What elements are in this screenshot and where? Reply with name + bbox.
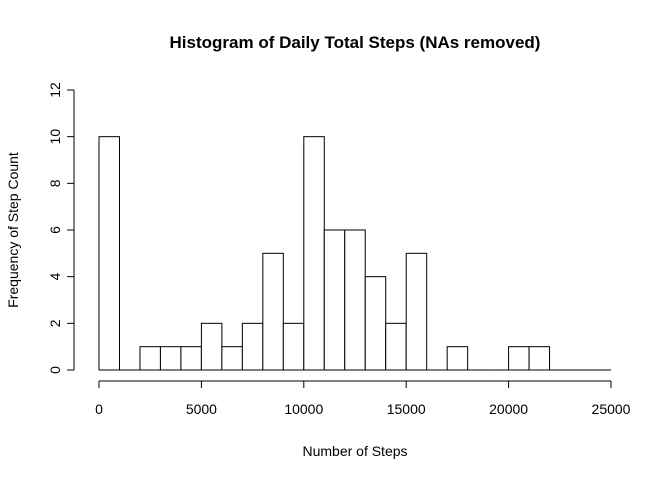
histogram-bar-0 — [98, 136, 120, 371]
x-tick-label-1: 5000 — [186, 401, 217, 417]
y-tick-label-3: 6 — [47, 226, 63, 234]
histogram-bar-4 — [180, 346, 202, 371]
bars-group — [98, 136, 611, 371]
histogram-bar-7 — [241, 322, 264, 371]
y-axis: 0 2 4 6 8 10 12 — [47, 82, 75, 374]
histogram-bar-8 — [262, 252, 284, 371]
x-axis: 0 5000 10000 15000 20000 25000 — [95, 380, 631, 417]
y-axis-label: Frequency of Step Count — [5, 152, 21, 308]
x-tick-label-4: 20000 — [489, 401, 528, 417]
histogram-bar-12 — [344, 229, 366, 371]
y-tick-label-6: 12 — [47, 82, 63, 98]
y-tick-label-4: 8 — [47, 179, 63, 187]
histogram-bar-15 — [405, 252, 428, 371]
histogram-bar-14 — [385, 322, 407, 371]
x-tick-label-0: 0 — [95, 401, 103, 417]
y-tick-label-0: 0 — [47, 366, 63, 374]
histogram-bar-2 — [139, 346, 161, 371]
y-tick-label-5: 10 — [47, 129, 63, 145]
histogram-bar-10 — [303, 136, 325, 371]
y-tick-label-1: 2 — [47, 319, 63, 327]
histogram-bar-21 — [528, 346, 551, 371]
x-tick-label-5: 25000 — [592, 401, 631, 417]
histogram-bar-20 — [508, 346, 530, 371]
histogram-bar-13 — [364, 276, 387, 371]
histogram-bar-6 — [221, 346, 243, 371]
x-tick-label-3: 15000 — [387, 401, 426, 417]
histogram-bar-17 — [446, 346, 469, 371]
histogram-bar-3 — [159, 346, 182, 371]
x-axis-label: Number of Steps — [302, 443, 407, 459]
x-tick-label-2: 10000 — [284, 401, 323, 417]
histogram-bar-11 — [323, 229, 346, 371]
chart-title: Histogram of Daily Total Steps (NAs remo… — [170, 33, 541, 52]
histogram-bar-5 — [200, 322, 223, 371]
histogram-bar-9 — [282, 322, 305, 371]
y-tick-label-2: 4 — [47, 273, 63, 281]
